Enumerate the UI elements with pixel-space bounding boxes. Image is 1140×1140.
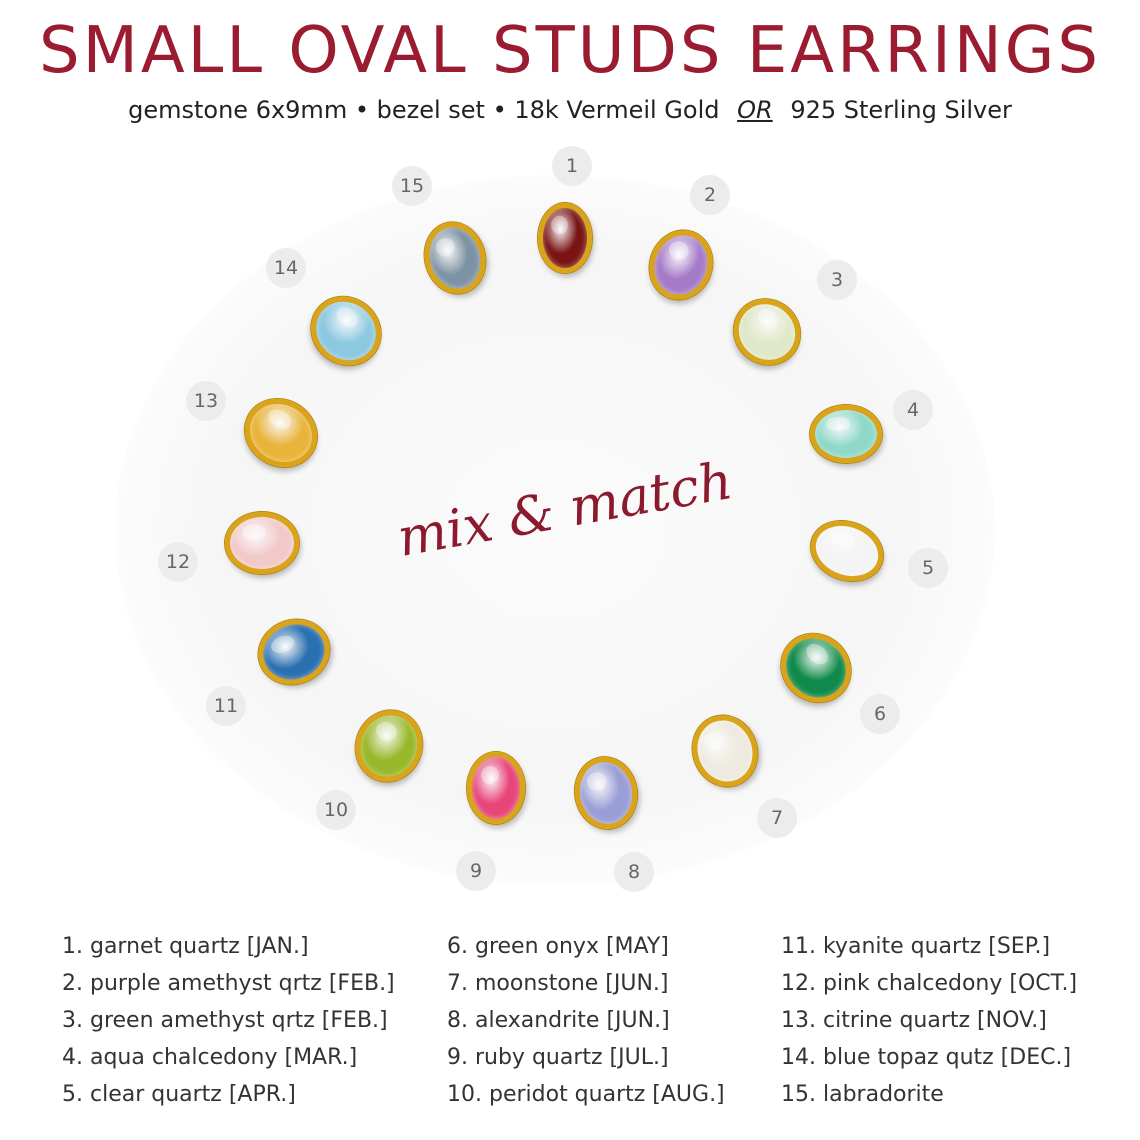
legend-item: 7. moonstone [JUN.]	[447, 971, 669, 996]
stone-number-11: 11	[206, 686, 246, 726]
stone-12	[225, 512, 299, 574]
stone-number-12: 12	[158, 542, 198, 582]
legend-item: 3. green amethyst qrtz [FEB.]	[62, 1008, 388, 1033]
stone-number-15: 15	[392, 166, 432, 206]
legend-column-1: 1. garnet quartz [JAN.] 2. purple amethy…	[62, 928, 395, 1113]
subtitle-silver: 925 Sterling Silver	[790, 96, 1012, 124]
stone-number-6: 6	[860, 694, 900, 734]
stone-number-14: 14	[266, 248, 306, 288]
stone-number-10: 10	[316, 790, 356, 830]
stone-number-7: 7	[757, 798, 797, 838]
stone-9	[467, 752, 525, 824]
legend-item: 2. purple amethyst qrtz [FEB.]	[62, 971, 395, 996]
subtitle-specs: gemstone 6x9mm • bezel set • 18k Vermeil…	[128, 96, 720, 124]
legend-item: 11. kyanite quartz [SEP.]	[781, 934, 1051, 959]
subtitle-or: OR	[737, 96, 773, 124]
legend-item: 12. pink chalcedony [OCT.]	[781, 971, 1078, 996]
subtitle: gemstone 6x9mm • bezel set • 18k Vermeil…	[0, 96, 1140, 124]
stone-number-8: 8	[614, 852, 654, 892]
legend-item: 14. blue topaz qutz [DEC.]	[781, 1045, 1072, 1070]
legend-item: 5. clear quartz [APR.]	[62, 1082, 296, 1107]
legend-item: 4. aqua chalcedony [MAR.]	[62, 1045, 358, 1070]
legend-item: 15. labradorite	[781, 1082, 944, 1107]
stone-number-13: 13	[186, 381, 226, 421]
legend-column-2: 6. green onyx [MAY] 7. moonstone [JUN.] …	[447, 928, 725, 1113]
legend-item: 8. alexandrite [JUN.]	[447, 1008, 670, 1033]
legend-item: 13. citrine quartz [NOV.]	[781, 1008, 1047, 1033]
stone-1	[538, 203, 592, 273]
legend-item: 1. garnet quartz [JAN.]	[62, 934, 309, 959]
legend-item: 9. ruby quartz [JUL.]	[447, 1045, 669, 1070]
legend-item: 6. green onyx [MAY]	[447, 934, 669, 959]
stone-number-1: 1	[552, 146, 592, 186]
legend-item: 10. peridot quartz [AUG.]	[447, 1082, 725, 1107]
stone-number-4: 4	[893, 390, 933, 430]
stone-4	[810, 405, 882, 463]
legend-column-3: 11. kyanite quartz [SEP.] 12. pink chalc…	[781, 928, 1077, 1113]
stone-number-2: 2	[690, 175, 730, 215]
stone-number-5: 5	[908, 548, 948, 588]
stone-number-9: 9	[456, 851, 496, 891]
page-title: SMALL OVAL STUDS EARRINGS	[39, 14, 1101, 88]
stone-number-3: 3	[817, 260, 857, 300]
